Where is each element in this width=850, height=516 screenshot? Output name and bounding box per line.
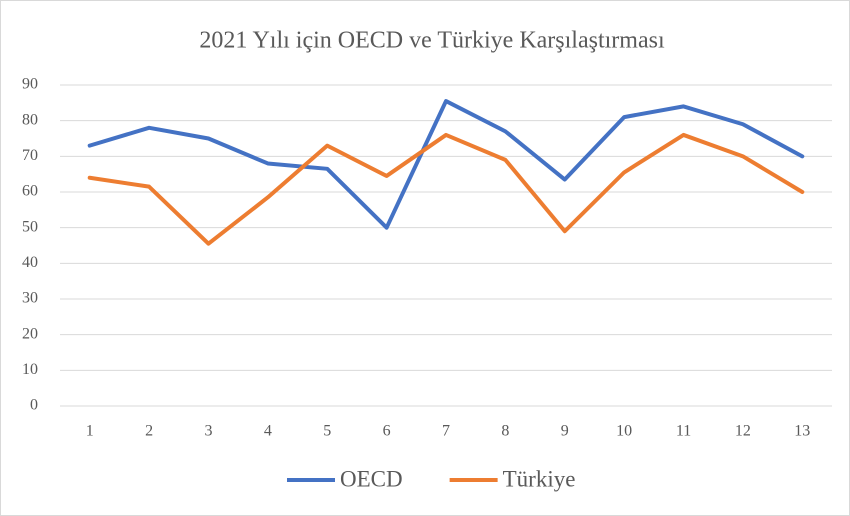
y-tick-label: 60 bbox=[22, 183, 38, 200]
series-line bbox=[87, 99, 805, 230]
y-tick-label: 40 bbox=[22, 254, 38, 271]
x-tick-label: 4 bbox=[264, 423, 272, 440]
x-tick-label: 10 bbox=[616, 423, 632, 440]
x-tick-label: 8 bbox=[501, 423, 509, 440]
x-tick-label: 2 bbox=[145, 423, 153, 440]
x-tick-label: 3 bbox=[204, 423, 212, 440]
y-tick-label: 80 bbox=[22, 111, 38, 128]
x-tick-label: 12 bbox=[735, 423, 751, 440]
x-tick-label: 1 bbox=[86, 423, 94, 440]
y-tick-label: 30 bbox=[22, 290, 38, 307]
x-tick-label: 6 bbox=[383, 423, 391, 440]
legend-label: OECD bbox=[340, 466, 403, 491]
chart-title: 2021 Yılı için OECD ve Türkiye Karşılaşt… bbox=[199, 28, 665, 54]
y-tick-label: 0 bbox=[30, 397, 38, 414]
x-tick-label: 9 bbox=[561, 423, 569, 440]
x-tick-label: 11 bbox=[676, 423, 691, 440]
x-tick-label: 5 bbox=[323, 423, 331, 440]
y-tick-label: 90 bbox=[22, 76, 38, 93]
x-tick-label: 13 bbox=[794, 423, 810, 440]
series-line bbox=[87, 132, 805, 246]
y-tick-label: 10 bbox=[22, 361, 38, 378]
y-tick-label: 20 bbox=[22, 325, 38, 342]
y-tick-label: 50 bbox=[22, 218, 38, 235]
x-tick-label: 7 bbox=[442, 423, 450, 440]
y-tick-label: 70 bbox=[22, 147, 38, 164]
legend-label: Türkiye bbox=[503, 466, 576, 491]
